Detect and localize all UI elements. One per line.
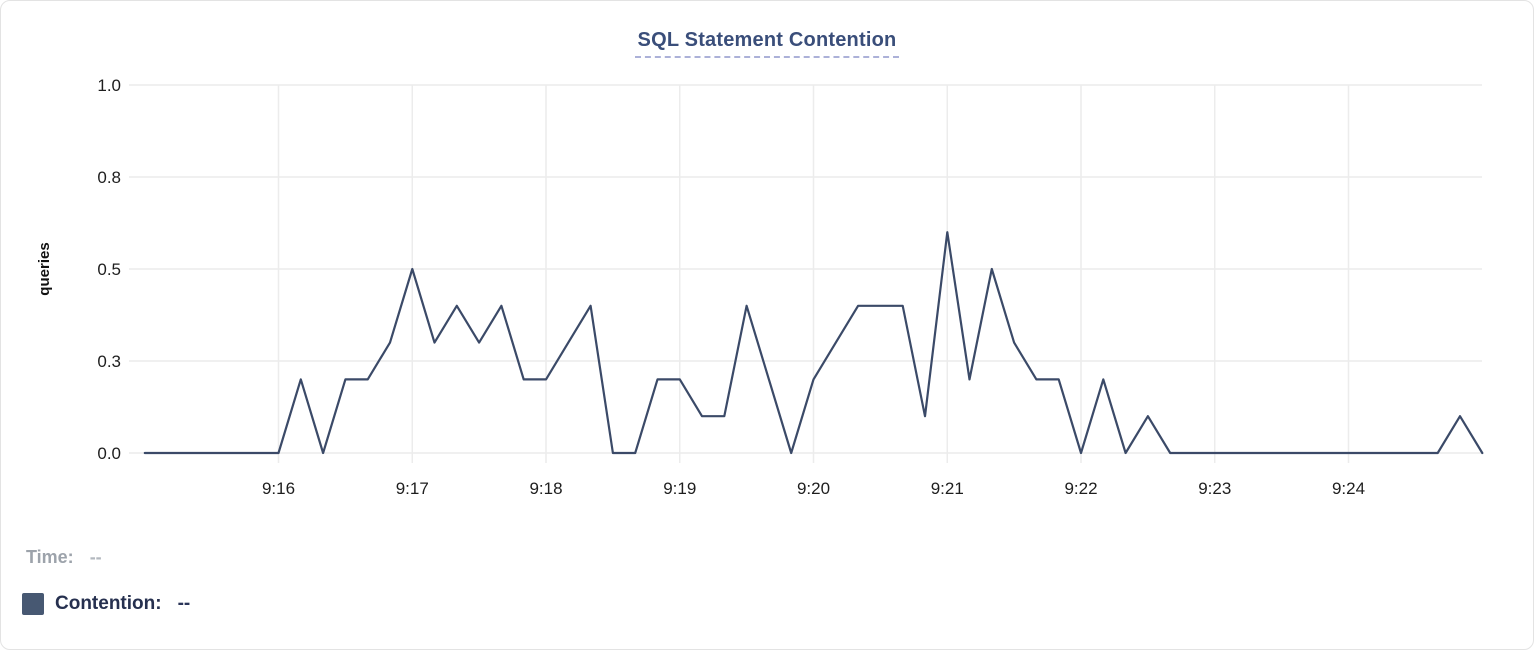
legend-contention-label: Contention: xyxy=(55,593,162,614)
x-tick-label: 9:21 xyxy=(931,479,964,498)
x-tick-label: 9:18 xyxy=(529,479,562,498)
contention-color-swatch-icon xyxy=(22,593,44,615)
y-tick-label: 0.8 xyxy=(97,168,121,187)
x-tick-label: 9:19 xyxy=(663,479,696,498)
y-axis-label: queries xyxy=(36,242,53,295)
x-tick-label: 9:20 xyxy=(797,479,830,498)
x-tick-label: 9:17 xyxy=(396,479,429,498)
y-tick-label: 0.3 xyxy=(97,352,121,371)
contention-series-line xyxy=(143,231,1484,455)
chart-title-row: SQL Statement Contention xyxy=(1,29,1533,58)
x-tick-label: 9:22 xyxy=(1064,479,1097,498)
legend-contention-row: Contention: -- xyxy=(22,593,190,615)
y-tick-label: 0.0 xyxy=(97,444,121,463)
y-tick-label: 0.5 xyxy=(97,260,121,279)
x-tick-label: 9:23 xyxy=(1198,479,1231,498)
legend-time-row: Time: -- xyxy=(26,547,102,568)
legend-time-label: Time: xyxy=(26,547,74,567)
legend-time-value: -- xyxy=(89,547,102,567)
x-tick-label: 9:24 xyxy=(1332,479,1365,498)
chart-title[interactable]: SQL Statement Contention xyxy=(634,29,900,58)
y-tick-label: 1.0 xyxy=(97,76,121,95)
x-tick-label: 9:16 xyxy=(262,479,295,498)
contention-line-chart[interactable]: 0.0 0.3 0.5 0.8 1.0 9:16 9:17 9:18 9:19 9:20 9:21 9… xyxy=(1,1,1534,533)
legend-contention-value: -- xyxy=(177,593,191,614)
